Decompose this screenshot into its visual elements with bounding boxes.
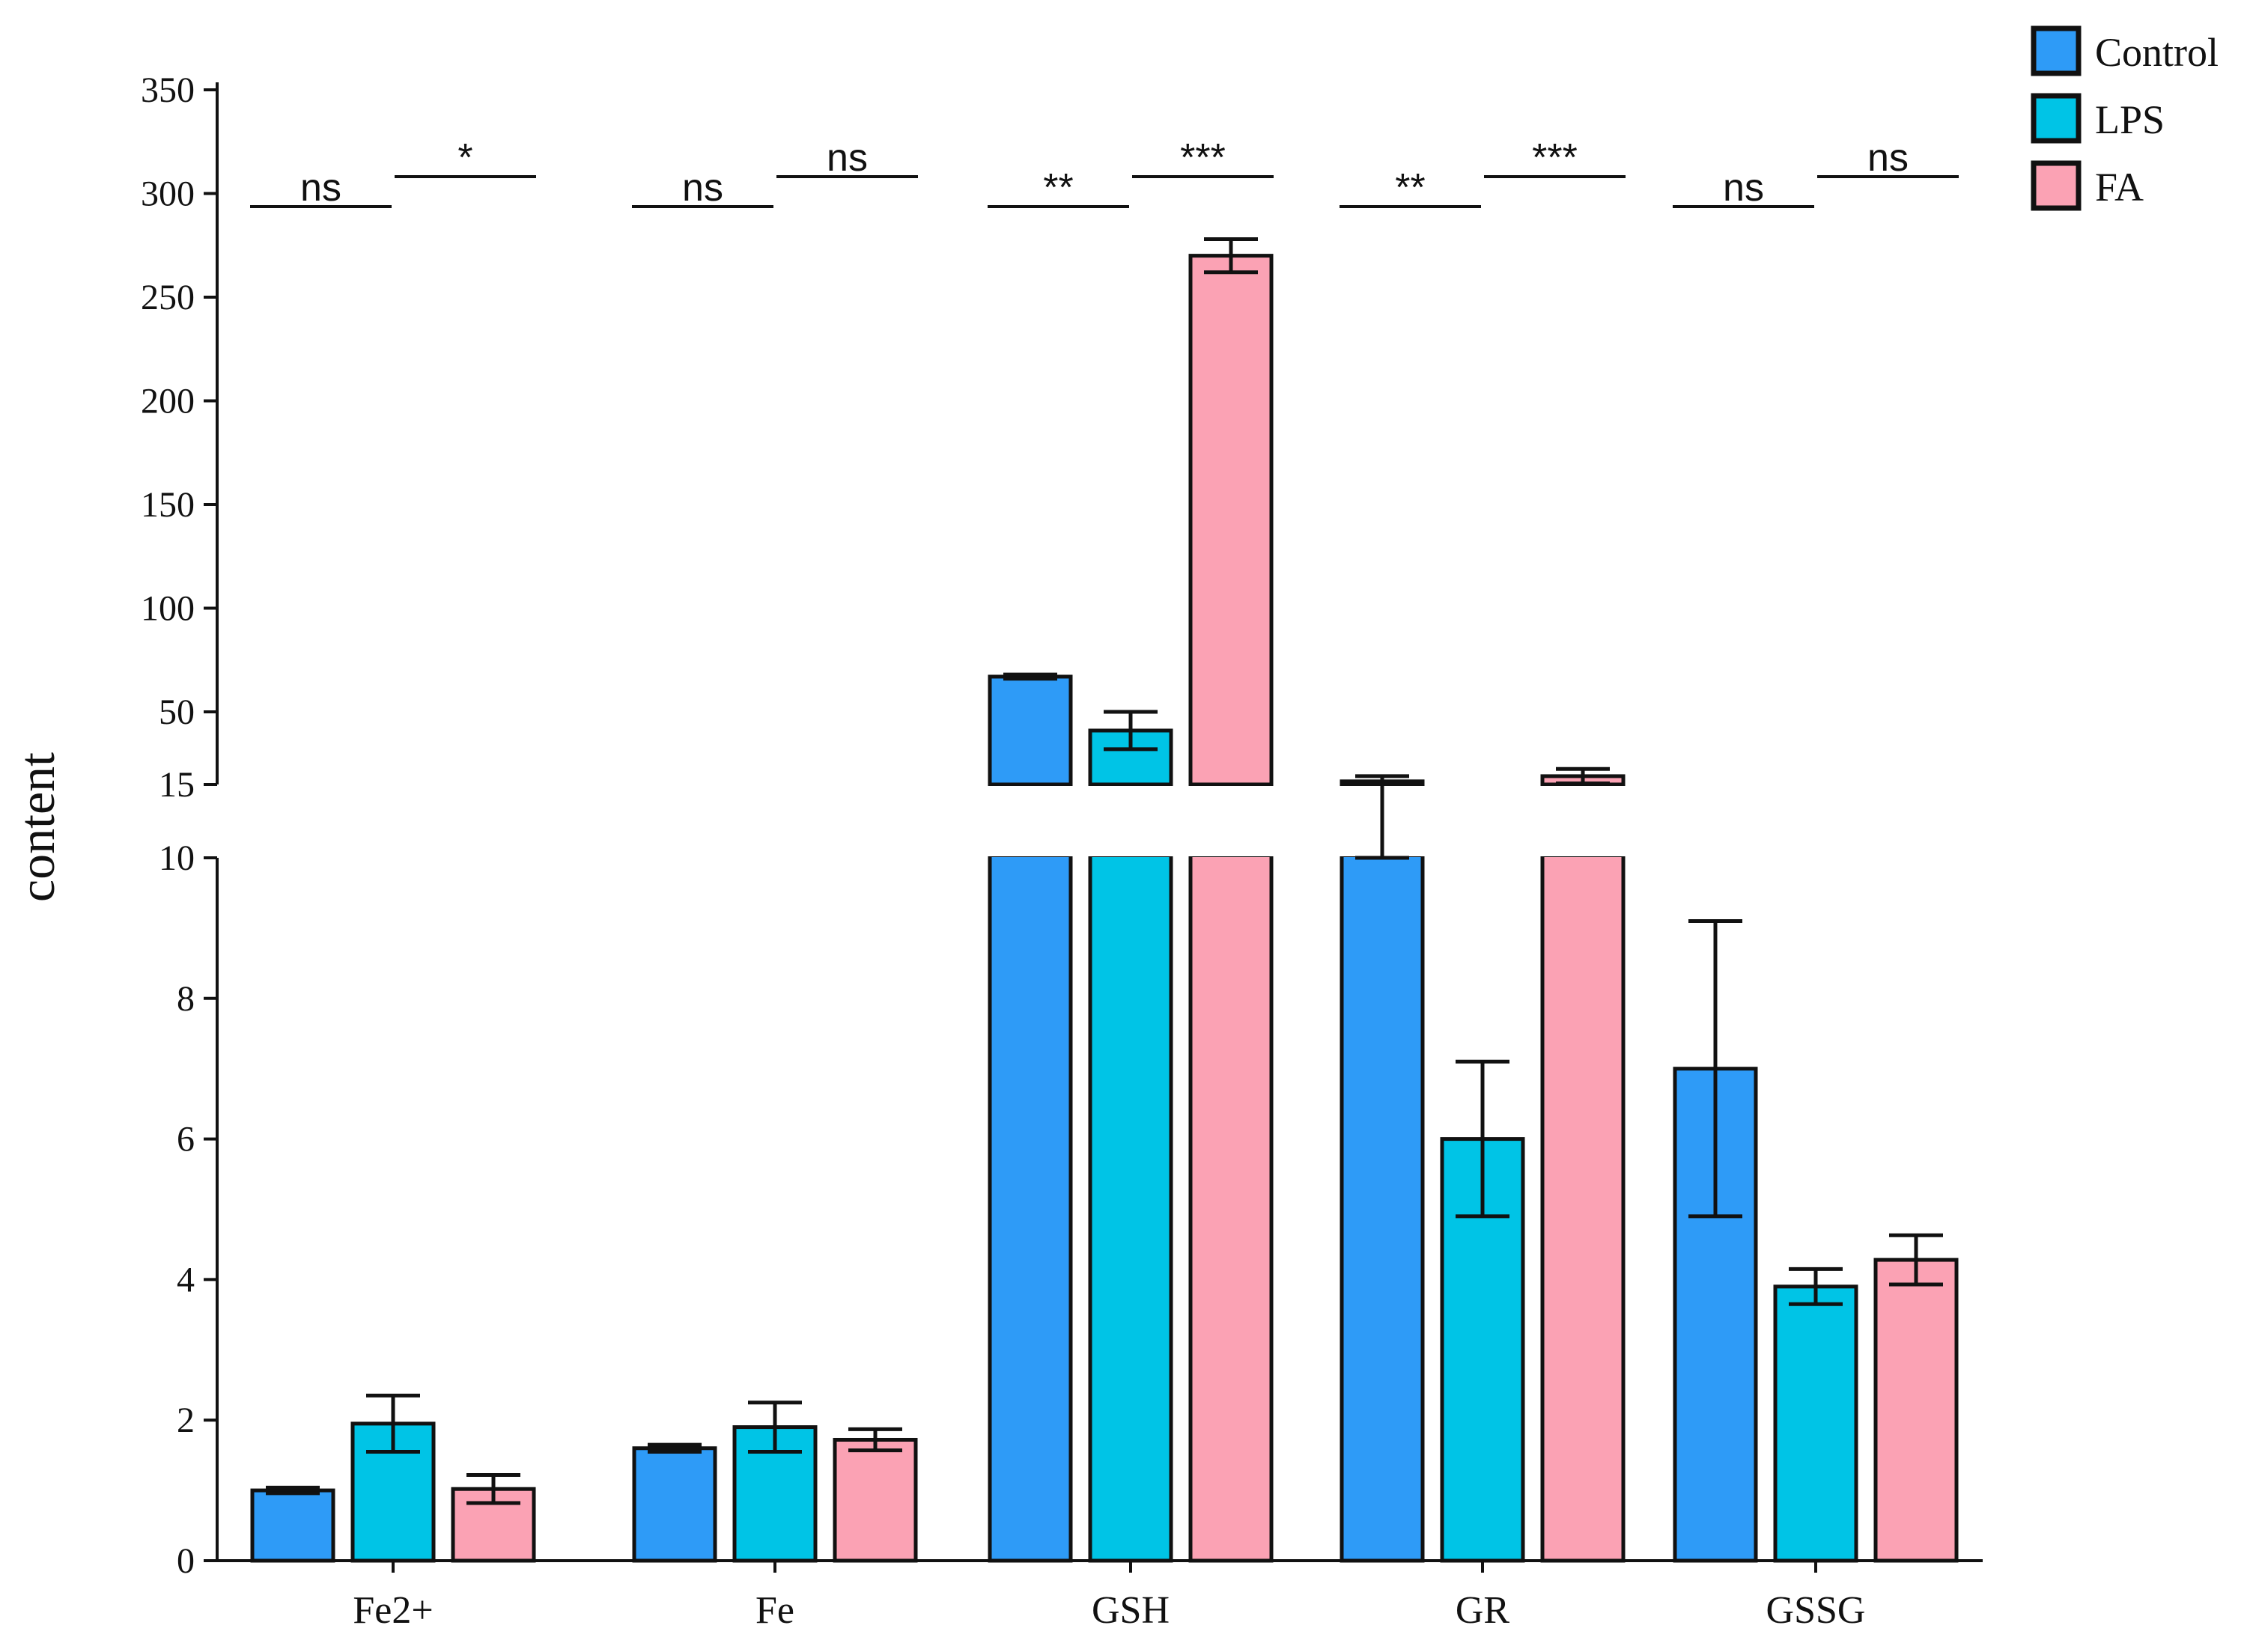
y-tick-label: 6: [177, 1120, 195, 1159]
axis-break-gap: [1539, 786, 1627, 856]
significance-label: ns: [1723, 166, 1764, 210]
y-tick-label: 50: [159, 692, 195, 732]
bar: [1773, 1284, 1858, 1563]
bar: [250, 1488, 335, 1563]
y-tick-label: 8: [177, 979, 195, 1019]
y-tick-label: 0: [177, 1541, 195, 1581]
legend-swatch: [2031, 160, 2082, 211]
legend: Control LPS FA: [2031, 25, 2219, 211]
x-tick-label: GSH: [1092, 1589, 1170, 1632]
bars: [250, 237, 1959, 1563]
y-tick-label: 2: [177, 1400, 195, 1440]
bar-lower-segment: [988, 856, 1073, 1563]
legend-swatch: [2031, 25, 2082, 76]
y-tick-label: 150: [141, 485, 195, 525]
y-tick-label: 250: [141, 278, 195, 317]
y-tick-label: 15: [159, 765, 195, 805]
x-tick-label: Fe: [755, 1589, 794, 1632]
legend-label: Control: [2095, 30, 2219, 75]
bar-break-fill: [1192, 857, 1270, 860]
bar-break-fill: [991, 857, 1069, 860]
axis-break-gap: [986, 786, 1074, 856]
bar-lower-segment: [1188, 856, 1274, 1563]
y-tick-label: 350: [141, 70, 195, 110]
x-tick-label: GSSG: [1766, 1589, 1866, 1632]
legend-label: FA: [2095, 165, 2144, 210]
significance-label: **: [1395, 166, 1425, 210]
axis-break-gap: [1187, 786, 1275, 856]
bar: [1873, 1258, 1959, 1563]
bar: [632, 1446, 717, 1563]
significance-label: ***: [1532, 136, 1578, 180]
significance-label: ns: [300, 166, 341, 210]
bar-lower-segment: [1340, 856, 1425, 1563]
significance-label: *: [457, 136, 472, 180]
bar-break-fill: [1544, 857, 1622, 860]
bar-upper-segment: [988, 674, 1073, 787]
legend-swatch: [2031, 93, 2082, 144]
significance-label: ns: [1867, 136, 1909, 180]
bar-upper-segment: [1188, 254, 1274, 787]
significance-label: ns: [827, 136, 868, 180]
y-tick-label: 100: [141, 589, 195, 629]
bar: [833, 1437, 918, 1563]
y-axis-label: content: [8, 752, 65, 902]
significance-label: ***: [1180, 136, 1226, 180]
bar-lower-segment: [1088, 856, 1173, 1563]
bar-break-fill: [1092, 857, 1170, 860]
y-tick-label: 300: [141, 174, 195, 214]
y-tick-label: 10: [159, 838, 195, 878]
x-tick-label: Fe2+: [353, 1589, 433, 1632]
significance-label: **: [1043, 166, 1073, 210]
y-tick-label: 200: [141, 382, 195, 421]
significance-label: ns: [682, 166, 723, 210]
axis-break-gap: [1086, 786, 1175, 856]
bar-lower-segment: [1540, 856, 1626, 1563]
x-tick-label: GR: [1456, 1589, 1510, 1632]
y-tick-label: 4: [177, 1260, 195, 1299]
legend-label: LPS: [2095, 97, 2165, 142]
